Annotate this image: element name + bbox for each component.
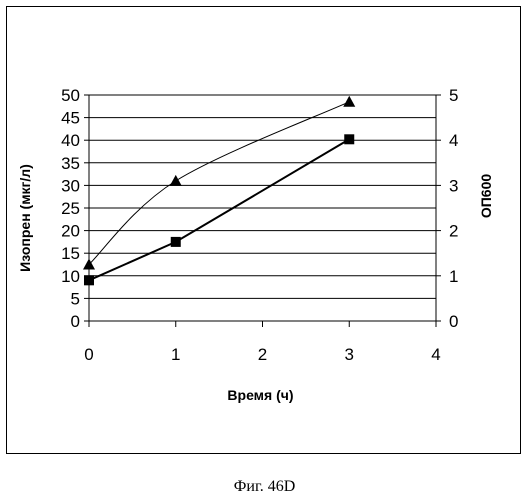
triangle-marker [343,96,355,107]
square-marker [344,134,354,144]
y-tick-label: 20 [61,222,80,241]
tick-labels: 0510152025303540455001234501234 [61,86,458,364]
x-tick-label: 3 [345,345,354,364]
x-tick-label: 0 [84,345,93,364]
y-tick-label: 15 [61,244,80,263]
chart: 0510152025303540455001234501234 Изопрен … [0,0,529,470]
square-marker [84,275,94,285]
y2-tick-label: 0 [449,312,458,331]
y-tick-label: 0 [71,312,80,331]
y-tick-label: 30 [61,176,80,195]
grid-lines [89,95,436,298]
y-tick-label: 45 [61,109,80,128]
y2-tick-label: 4 [449,131,458,150]
series-line-2 [89,102,349,265]
series [83,96,355,286]
y2-tick-label: 1 [449,267,458,286]
series-line-1 [89,139,349,280]
y-axis-title: Изопрен (мкг/л) [17,164,33,272]
square-marker [171,237,181,247]
x-tick-label: 4 [431,345,440,364]
y-tick-label: 5 [71,289,80,308]
x-tick-label: 2 [258,345,267,364]
y-tick-label: 40 [61,131,80,150]
y2-axis-title: ОП600 [478,174,494,219]
figure-caption: Фиг. 46D [0,478,529,496]
y2-tick-label: 5 [449,86,458,105]
y2-tick-label: 2 [449,222,458,241]
y-tick-label: 35 [61,154,80,173]
y-tick-label: 10 [61,267,80,286]
triangle-marker [170,175,182,186]
y-tick-label: 25 [61,199,80,218]
x-tick-label: 1 [171,345,180,364]
y-tick-label: 50 [61,86,80,105]
y2-tick-label: 3 [449,176,458,195]
x-axis-title: Время (ч) [227,387,293,403]
